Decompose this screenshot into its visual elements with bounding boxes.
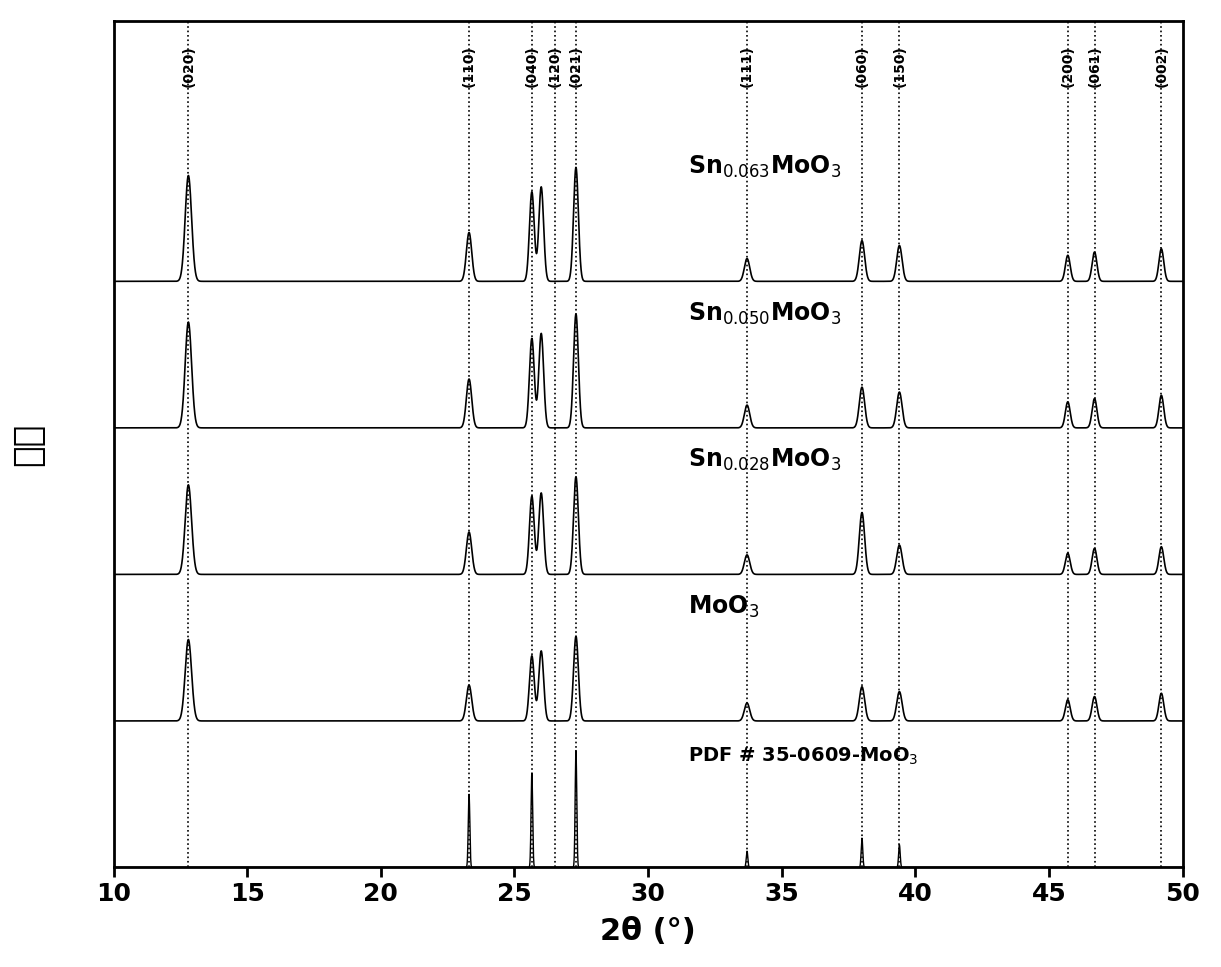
Text: 强度: 强度 <box>11 423 45 466</box>
Text: Sn$_{0.050}$MoO$_3$: Sn$_{0.050}$MoO$_3$ <box>689 301 841 327</box>
Text: (120): (120) <box>547 45 562 87</box>
Text: MoO$_3$: MoO$_3$ <box>689 594 759 620</box>
Text: (002): (002) <box>1154 45 1168 87</box>
Text: (020): (020) <box>182 45 195 87</box>
Text: (110): (110) <box>462 45 476 87</box>
Text: (060): (060) <box>855 45 869 87</box>
Text: PDF # 35-0609-MoO$_3$: PDF # 35-0609-MoO$_3$ <box>689 746 918 767</box>
Text: Sn$_{0.063}$MoO$_3$: Sn$_{0.063}$MoO$_3$ <box>689 154 841 181</box>
Text: (040): (040) <box>525 45 538 87</box>
Text: (021): (021) <box>569 45 582 87</box>
X-axis label: 2θ (°): 2θ (°) <box>601 917 696 946</box>
Text: (061): (061) <box>1088 45 1101 87</box>
Text: Sn$_{0.028}$MoO$_3$: Sn$_{0.028}$MoO$_3$ <box>689 448 841 474</box>
Text: (111): (111) <box>740 45 755 87</box>
Text: (150): (150) <box>893 45 906 87</box>
Text: (200): (200) <box>1061 45 1074 87</box>
